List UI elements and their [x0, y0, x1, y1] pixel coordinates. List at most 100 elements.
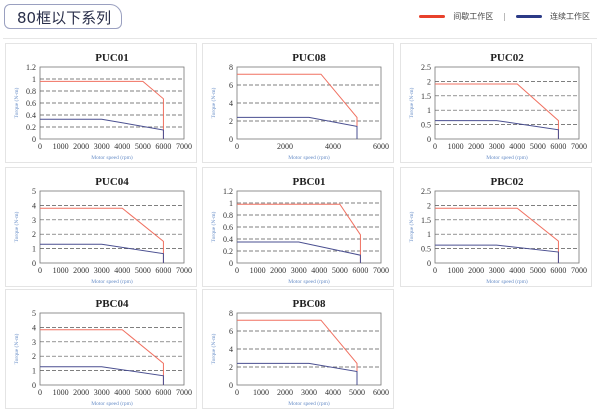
continuous-zone-line: [435, 120, 559, 139]
intermittent-zone-line: [435, 83, 559, 139]
y-tick-label: 5: [32, 309, 36, 318]
x-tick-label: 4000: [114, 266, 130, 275]
y-tick-label: 3: [32, 338, 36, 347]
y-axis-label: Torque (N-m): [13, 334, 20, 365]
x-tick-label: 2000: [73, 388, 89, 397]
y-tick-label: 0.6: [26, 99, 36, 108]
x-tick-label: 6000: [373, 142, 389, 151]
y-tick-label: 4: [229, 99, 233, 108]
x-tick-label: 2000: [73, 142, 89, 151]
legend: 间歇工作区 | 连续工作区: [419, 11, 590, 22]
y-tick-label: 3: [32, 216, 36, 225]
plot-area: [434, 190, 580, 264]
x-tick-label: 3000: [489, 266, 505, 275]
y-tick-label: 1: [427, 230, 431, 239]
x-tick-label: 5000: [332, 266, 348, 275]
intermittent-zone-line: [237, 203, 361, 263]
legend-label-intermittent: 间歇工作区: [453, 12, 494, 21]
x-tick-label: 5000: [530, 266, 546, 275]
x-tick-label: 0: [38, 266, 42, 275]
y-tick-label: 1: [32, 367, 36, 376]
intermittent-zone-line: [40, 80, 164, 139]
y-tick-label: 0: [32, 381, 36, 390]
y-tick-label: 0.8: [26, 87, 36, 96]
y-axis-label: Torque (N-m): [210, 212, 217, 243]
y-tick-label: 0: [427, 259, 431, 268]
y-tick-label: 0: [229, 259, 233, 268]
x-tick-label: 1000: [53, 266, 69, 275]
y-tick-label: 1: [427, 106, 431, 115]
x-tick-label: 6000: [352, 266, 368, 275]
x-tick-label: 2000: [73, 266, 89, 275]
x-tick-label: 1000: [250, 266, 266, 275]
legend-swatch-intermittent: [419, 15, 446, 18]
continuous-zone-line: [435, 244, 559, 263]
x-axis-label: Motor speed (rpm): [486, 154, 528, 161]
x-tick-label: 3000: [301, 388, 317, 397]
x-tick-label: 6000: [550, 142, 566, 151]
x-tick-label: 4000: [325, 142, 341, 151]
chart-svg: PBC08 0 2 4 6 8 0 1000 2000 3000 4000 5000 6000 Motor…: [210, 298, 389, 407]
x-tick-label: 3000: [489, 142, 505, 151]
chart-title: PBC08: [293, 298, 327, 310]
x-tick-label: 2000: [277, 142, 293, 151]
y-tick-label: 0.8: [223, 211, 233, 220]
y-tick-label: 0: [229, 381, 233, 390]
chart-title: PUC02: [490, 52, 524, 64]
y-tick-label: 2: [229, 363, 233, 372]
chart-title: PUC08: [292, 52, 326, 64]
chart-svg: PUC01 0 0.2 0.4 0.6 0.8 1 1.2 0 1000 2000 3000 4000 5…: [13, 52, 192, 161]
y-tick-label: 2: [427, 77, 431, 86]
y-tick-label: 0: [32, 259, 36, 268]
chart-panel-puc01: PUC01 0 0.2 0.4 0.6 0.8 1 1.2 0 1000 2000 3000 4000 5…: [5, 43, 197, 163]
chart-panel-puc04: PUC04 0 1 2 3 4 5 0 1000 2000 3000 4000 5000 6000 7000…: [5, 167, 197, 287]
x-tick-label: 3000: [94, 142, 110, 151]
y-tick-label: 2.5: [421, 63, 431, 72]
x-tick-label: 4000: [114, 142, 130, 151]
x-axis-label: Motor speed (rpm): [288, 154, 330, 161]
intermittent-zone-line: [237, 73, 358, 139]
x-tick-label: 5000: [135, 388, 151, 397]
x-tick-label: 6000: [550, 266, 566, 275]
plot-area: [39, 312, 185, 386]
x-tick-label: 4000: [509, 266, 525, 275]
page-title: 80框以下系列: [17, 9, 112, 27]
y-tick-label: 2: [32, 352, 36, 361]
legend-label-continuous: 连续工作区: [550, 12, 590, 21]
x-tick-label: 7000: [373, 266, 389, 275]
y-tick-label: 0.5: [421, 245, 431, 254]
x-tick-label: 0: [38, 142, 42, 151]
chart-panel-pbc02: PBC02 0 0.5 1 1.5 2 2.5 0 1000 2000 3000 4000 5000 60…: [400, 167, 592, 287]
y-tick-label: 1.5: [421, 92, 431, 101]
chart-svg: PUC08 0 2 4 6 8 0 2000 4000 6000 Motor speed (rpm)…: [210, 52, 389, 161]
y-tick-label: 8: [229, 309, 233, 318]
y-tick-label: 2: [229, 117, 233, 126]
y-tick-label: 2: [427, 201, 431, 210]
chart-panel-pbc01: PBC01 0 0.2 0.4 0.6 0.8 1 1.2 0 1000 2000 3000 4000 5…: [202, 167, 394, 287]
y-tick-label: 0.4: [26, 111, 36, 120]
plot-area: [434, 66, 580, 140]
x-tick-label: 4000: [325, 388, 341, 397]
chart-svg: PBC02 0 0.5 1 1.5 2 2.5 0 1000 2000 3000 4000 5000 60…: [408, 176, 587, 285]
y-axis-label: Torque (N-m): [13, 88, 20, 119]
y-axis-label: Torque (N-m): [408, 212, 415, 243]
y-tick-label: 0: [32, 135, 36, 144]
y-axis-label: Torque (N-m): [408, 88, 415, 119]
continuous-zone-line: [40, 243, 164, 263]
chart-svg: PBC01 0 0.2 0.4 0.6 0.8 1 1.2 0 1000 2000 3000 4000 5…: [210, 176, 389, 285]
chart-title: PUC04: [95, 176, 129, 188]
y-axis-label: Torque (N-m): [210, 88, 217, 119]
y-tick-label: 0.4: [223, 235, 233, 244]
y-tick-label: 1.5: [421, 216, 431, 225]
x-tick-label: 2000: [277, 388, 293, 397]
x-tick-label: 0: [235, 388, 239, 397]
y-tick-label: 4: [32, 323, 36, 332]
x-tick-label: 6000: [155, 388, 171, 397]
x-tick-label: 0: [235, 142, 239, 151]
y-tick-label: 0: [427, 135, 431, 144]
y-axis-label: Torque (N-m): [210, 334, 217, 365]
x-tick-label: 1000: [448, 142, 464, 151]
y-tick-label: 0.2: [223, 247, 233, 256]
x-tick-label: 7000: [176, 142, 192, 151]
x-tick-label: 0: [433, 142, 437, 151]
